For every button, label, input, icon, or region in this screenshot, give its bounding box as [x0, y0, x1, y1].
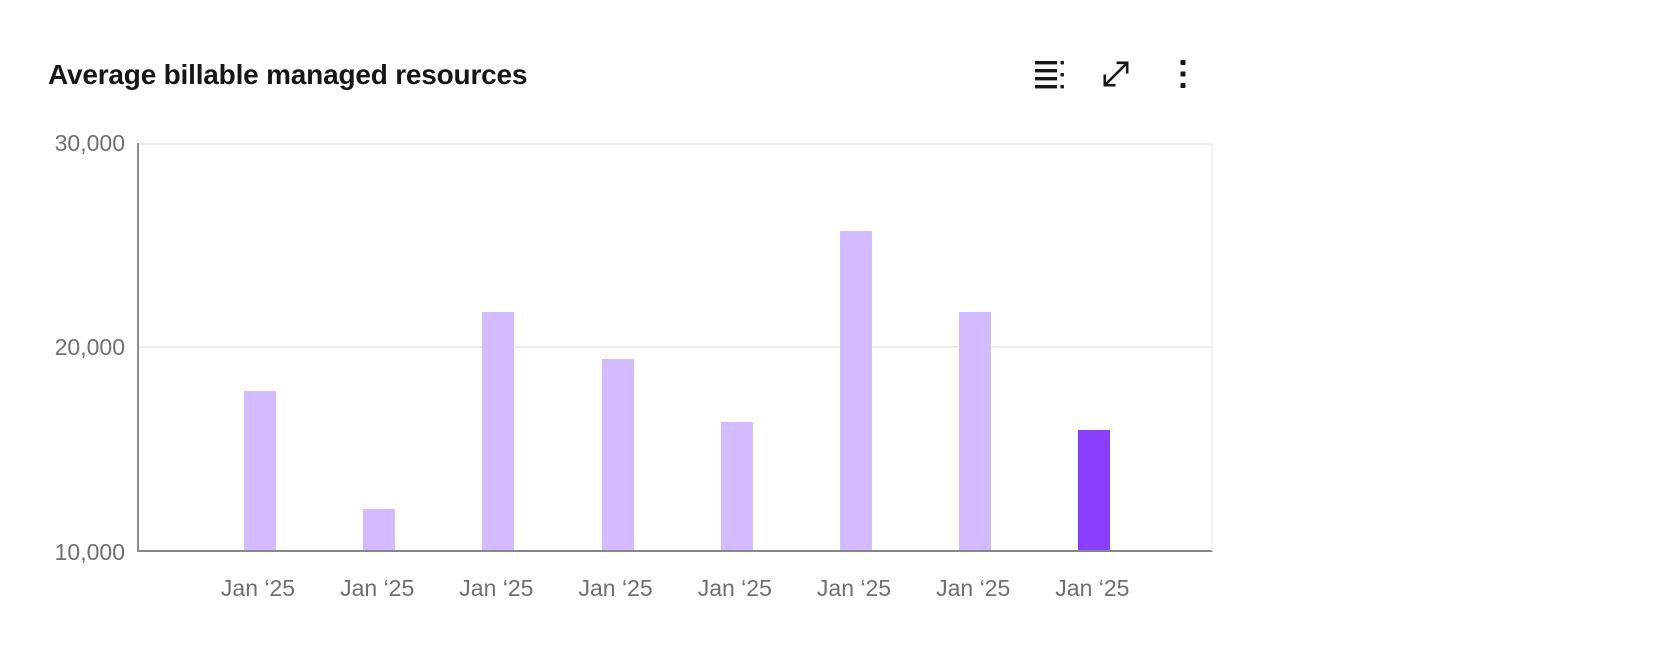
data-table-button[interactable] — [1025, 50, 1073, 98]
y-axis-label: 20,000 — [54, 333, 125, 360]
chart-toolbar — [1025, 50, 1207, 98]
x-axis-label: Jan ‘25 — [220, 575, 296, 601]
bar[interactable] — [840, 230, 872, 550]
bar[interactable] — [959, 311, 992, 550]
bar[interactable] — [720, 421, 753, 550]
x-axis-label: Jan ‘25 — [816, 575, 892, 601]
y-axis-label: 10,000 — [54, 538, 125, 565]
overflow-menu-button[interactable] — [1159, 50, 1207, 98]
gridline — [139, 143, 1211, 145]
x-axis-label: Jan ‘25 — [578, 575, 653, 601]
plot-area — [137, 143, 1213, 552]
x-axis-label: Jan ‘25 — [697, 575, 772, 601]
maximize-icon — [1101, 59, 1131, 89]
maximize-button[interactable] — [1092, 50, 1140, 98]
bar[interactable] — [363, 509, 396, 550]
bar[interactable] — [601, 358, 634, 550]
bar[interactable] — [1078, 429, 1111, 550]
x-axis-label: Jan ‘25 — [340, 575, 415, 601]
bar[interactable] — [482, 311, 515, 550]
x-axis-label: Jan ‘25 — [936, 575, 1011, 601]
y-axis-label: 30,000 — [54, 129, 125, 156]
data-table-icon — [1034, 60, 1064, 89]
chart-title: Average billable managed resources — [48, 59, 528, 90]
x-axis-label: Jan ‘25 — [459, 575, 534, 601]
gridline — [139, 346, 1211, 348]
overflow-menu-icon — [1168, 59, 1198, 89]
bar[interactable] — [244, 391, 276, 550]
x-axis-label: Jan ‘25 — [1055, 575, 1130, 601]
